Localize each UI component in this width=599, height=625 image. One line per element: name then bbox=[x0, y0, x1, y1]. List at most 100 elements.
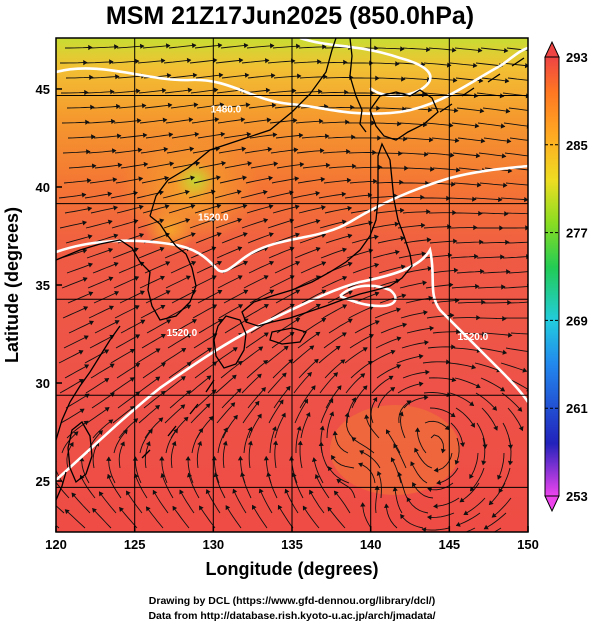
streamline bbox=[456, 512, 481, 527]
streamline-arrowhead bbox=[138, 204, 144, 210]
streamline-arrowhead bbox=[504, 78, 510, 84]
streamline bbox=[478, 152, 506, 157]
streamline-arrowhead bbox=[325, 162, 331, 168]
streamline-arrowhead bbox=[477, 537, 481, 541]
streamline-arrowhead bbox=[183, 416, 189, 422]
streamline-arrowhead bbox=[109, 363, 115, 369]
streamline-arrowhead bbox=[430, 166, 435, 172]
streamline bbox=[457, 137, 485, 142]
streamline-arrowhead bbox=[110, 89, 115, 95]
streamline bbox=[216, 402, 236, 424]
streamline-arrowhead bbox=[420, 222, 426, 229]
streamline bbox=[188, 347, 212, 364]
streamline-arrowhead bbox=[145, 441, 151, 447]
streamline bbox=[386, 429, 401, 454]
streamline-arrowhead bbox=[400, 514, 405, 520]
streamline-arrowhead bbox=[107, 219, 113, 225]
streamline bbox=[65, 235, 93, 244]
streamline-arrowhead bbox=[436, 479, 441, 485]
height-contour-line bbox=[56, 46, 528, 115]
streamline-arrowhead bbox=[493, 425, 498, 431]
streamline bbox=[429, 77, 457, 82]
streamline bbox=[402, 371, 430, 379]
streamline bbox=[170, 441, 176, 469]
streamline-arrowhead bbox=[164, 175, 170, 181]
streamline bbox=[406, 167, 435, 170]
streamline-arrowhead bbox=[172, 505, 178, 511]
streamline-arrowhead bbox=[498, 196, 503, 203]
streamline bbox=[296, 303, 321, 319]
streamline bbox=[126, 490, 143, 514]
streamline bbox=[165, 275, 191, 289]
streamline-arrowhead bbox=[476, 182, 482, 188]
streamline bbox=[483, 137, 511, 142]
streamline-arrowhead bbox=[481, 460, 487, 466]
streamline bbox=[284, 489, 299, 514]
streamline-arrowhead bbox=[533, 300, 537, 304]
streamline-arrowhead bbox=[237, 304, 244, 309]
streamline-arrowhead bbox=[295, 260, 301, 266]
streamline bbox=[275, 134, 303, 139]
streamline-arrowhead bbox=[315, 218, 321, 224]
streamline-arrowhead bbox=[169, 161, 175, 167]
wind-streamlines bbox=[56, 42, 537, 541]
streamline bbox=[145, 506, 164, 529]
streamline-arrowhead bbox=[222, 440, 228, 446]
streamline-arrowhead bbox=[119, 506, 124, 512]
streamline bbox=[171, 290, 197, 304]
streamline bbox=[398, 252, 426, 259]
streamline bbox=[142, 205, 170, 214]
streamline-arrowhead bbox=[522, 367, 528, 373]
streamline bbox=[142, 45, 170, 49]
streamline bbox=[267, 60, 295, 64]
streamline-arrowhead bbox=[285, 385, 291, 391]
streamline bbox=[297, 178, 325, 184]
streamline bbox=[454, 377, 481, 388]
streamline-arrowhead bbox=[120, 441, 125, 447]
streamline-arrowhead bbox=[315, 303, 321, 309]
streamline bbox=[249, 289, 274, 304]
streamline bbox=[59, 221, 87, 229]
streamline-arrowhead bbox=[377, 135, 382, 141]
streamline bbox=[166, 148, 194, 154]
streamline bbox=[144, 104, 172, 109]
height-contour-line bbox=[56, 164, 528, 273]
colorbar-ticks: 293 285 277 269 261 253 bbox=[545, 50, 588, 504]
streamline bbox=[320, 248, 347, 259]
streamline-arrowhead bbox=[395, 61, 400, 67]
streamline bbox=[84, 192, 112, 199]
streamline-arrowhead bbox=[190, 203, 196, 209]
streamline-arrowhead bbox=[479, 108, 485, 114]
streamline-arrowhead bbox=[474, 253, 479, 260]
streamline bbox=[221, 74, 249, 79]
streamline-arrowhead bbox=[109, 59, 114, 65]
chart-title: MSM 21Z17Jun2025 (850.0hPa) bbox=[106, 2, 474, 30]
streamline bbox=[246, 45, 274, 49]
colorbar-tick-label: 293 bbox=[566, 50, 588, 65]
streamline bbox=[198, 318, 223, 334]
streamline bbox=[92, 105, 120, 109]
streamline-arrowhead bbox=[244, 72, 250, 78]
streamline-arrowhead bbox=[251, 504, 257, 510]
streamline bbox=[315, 474, 330, 499]
streamline bbox=[500, 197, 528, 201]
streamline bbox=[269, 426, 277, 454]
streamline-arrowhead bbox=[315, 331, 321, 337]
streamline-arrowhead bbox=[225, 505, 231, 511]
streamline-arrowhead bbox=[160, 390, 166, 396]
streamline-arrowhead bbox=[240, 117, 246, 123]
streamline bbox=[371, 223, 399, 229]
streamline bbox=[220, 360, 243, 379]
streamline bbox=[243, 427, 253, 454]
streamline-arrowhead bbox=[427, 107, 433, 113]
streamline-arrowhead bbox=[402, 322, 408, 328]
streamline bbox=[275, 289, 300, 304]
streamline bbox=[351, 235, 379, 244]
streamline bbox=[351, 385, 368, 409]
streamline bbox=[162, 190, 190, 199]
streamline-arrowhead bbox=[281, 412, 286, 418]
streamline-arrowhead bbox=[108, 305, 114, 311]
streamline-arrowhead bbox=[155, 376, 161, 382]
streamline bbox=[309, 489, 325, 514]
streamline bbox=[195, 232, 222, 244]
